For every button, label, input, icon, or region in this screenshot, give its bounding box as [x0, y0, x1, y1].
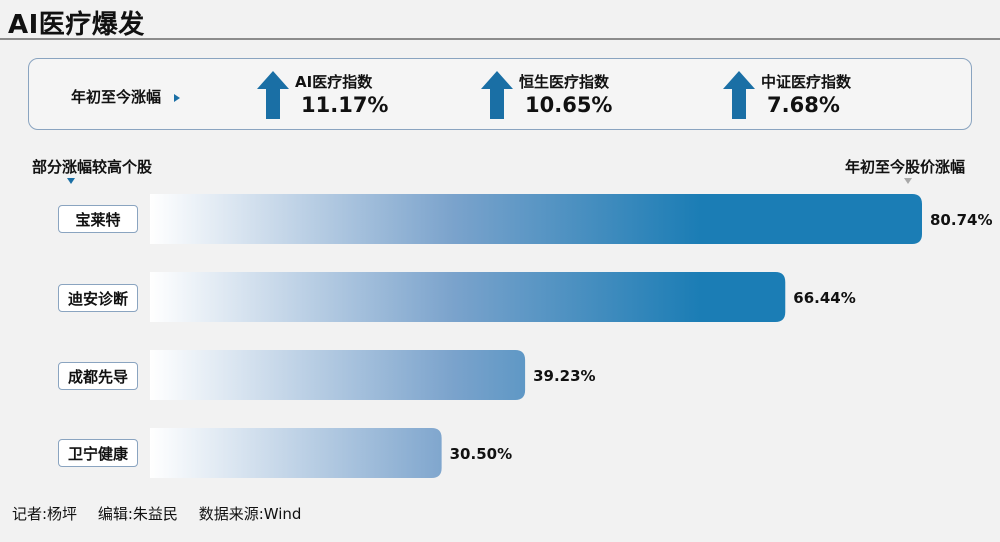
triangle-down-icon: [904, 178, 912, 184]
index-value: 11.17%: [301, 93, 389, 117]
category-label: 宝莱特: [58, 205, 138, 233]
summary-panel: 年初至今涨幅 AI医疗指数 11.17% 恒生医疗指数 10.65% 中证医疗指…: [28, 58, 972, 130]
bar-value-label: 80.74%: [930, 211, 992, 229]
bar-value-label: 30.50%: [450, 445, 512, 463]
category-label: 迪安诊断: [58, 284, 138, 312]
up-arrow-icon: [257, 71, 289, 119]
index-name: 中证医疗指数: [761, 73, 852, 91]
right-header: 年初至今股价涨幅: [845, 158, 966, 176]
bar: [150, 428, 442, 478]
footer-reporter: 记者:杨坪: [12, 505, 78, 523]
page-title: AI医疗爆发: [8, 10, 145, 40]
index-name: AI医疗指数: [295, 73, 373, 91]
footer-editor: 编辑:朱益民: [97, 505, 178, 523]
category-label: 成都先导: [58, 362, 138, 390]
index-name: 恒生医疗指数: [519, 73, 610, 91]
index-value: 10.65%: [525, 93, 613, 117]
bar-value-label: 39.23%: [533, 367, 595, 385]
category-label: 卫宁健康: [58, 439, 138, 467]
up-arrow-icon: [723, 71, 755, 119]
bar-value-label: 66.44%: [793, 289, 855, 307]
bar: [150, 350, 526, 400]
summary-label: 年初至今涨幅: [71, 88, 162, 106]
up-arrow-icon: [481, 71, 513, 119]
index-value: 7.68%: [767, 93, 840, 117]
triangle-right-icon: [174, 94, 180, 102]
bar: [150, 194, 922, 244]
left-header: 部分涨幅较高个股: [32, 158, 153, 176]
triangle-down-icon: [67, 178, 75, 184]
footer: 记者:杨坪 编辑:朱益民 数据来源:Wind: [12, 503, 317, 524]
footer-source: 数据来源:Wind: [198, 505, 302, 523]
title-divider: [0, 38, 1000, 40]
bar: [150, 272, 786, 322]
